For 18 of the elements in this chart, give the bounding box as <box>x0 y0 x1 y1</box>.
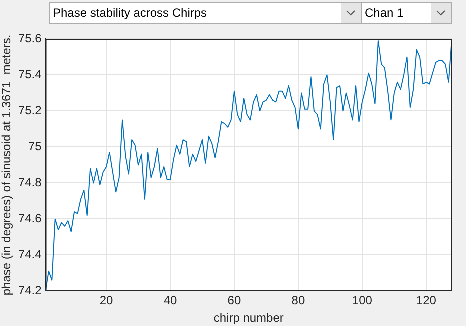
x-axis-title: chirp number <box>214 311 284 326</box>
y-tick-label: 74.6 <box>18 212 42 226</box>
x-tick-label: 40 <box>164 294 178 308</box>
y-tick-label: 74.2 <box>18 284 42 298</box>
y-tick-label: 75.4 <box>18 68 42 82</box>
x-tick-label: 100 <box>352 294 373 308</box>
x-tick-label: 80 <box>292 294 306 308</box>
y-tick-label: 74.4 <box>18 248 42 262</box>
text: Chan 1 <box>364 6 405 20</box>
x-tick-label: 20 <box>100 294 114 308</box>
y-tick-label: 74.8 <box>18 176 42 190</box>
y-tick-label: 75 <box>28 140 42 154</box>
x-tick-label: 60 <box>228 294 242 308</box>
text: Phase stability across Chirps <box>52 6 208 20</box>
y-axis-title: phase (in degrees) of sinusoid at 1.3671 meters. <box>0 34 14 296</box>
x-tick-label: 120 <box>416 294 437 308</box>
y-tick-label: 75.6 <box>18 32 42 46</box>
y-tick-label: 75.2 <box>18 104 42 118</box>
